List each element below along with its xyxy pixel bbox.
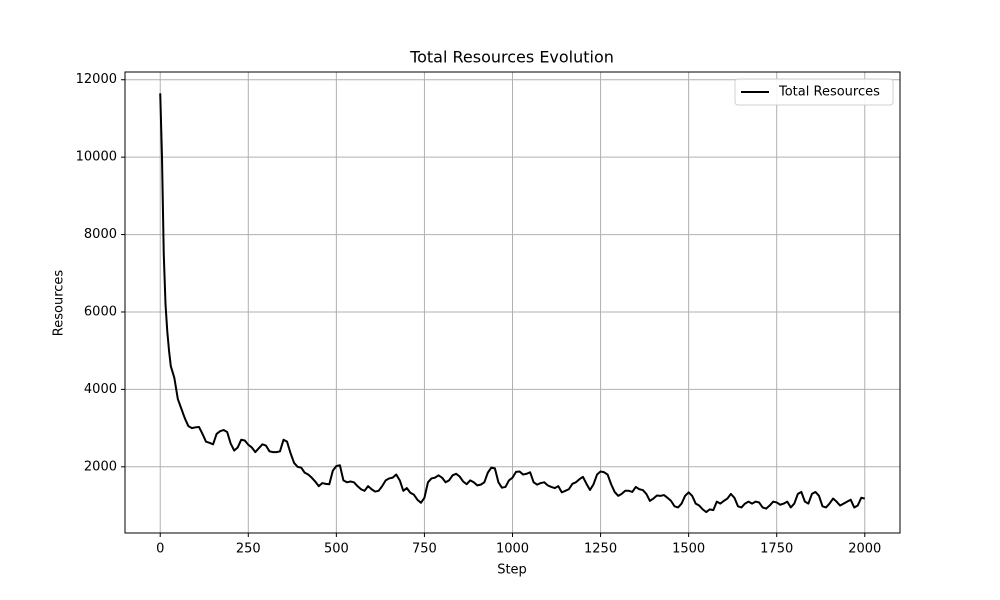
y-tick-label: 10000 xyxy=(76,150,117,165)
y-tick-label: 8000 xyxy=(84,227,117,242)
y-tick-label: 6000 xyxy=(84,304,117,319)
x-tick-label: 2000 xyxy=(848,542,881,557)
x-axis-label: Step xyxy=(497,563,527,578)
y-tick-label: 2000 xyxy=(84,459,117,474)
x-tick-label: 0 xyxy=(156,542,164,557)
x-tick-label: 1750 xyxy=(760,542,793,557)
legend-label: Total Resources xyxy=(778,85,880,100)
x-tick-label: 750 xyxy=(412,542,437,557)
plot-frame xyxy=(124,71,901,534)
legend-box xyxy=(734,78,894,106)
x-tick-label: 500 xyxy=(324,542,349,557)
x-tick-label: 1500 xyxy=(672,542,705,557)
data-line xyxy=(159,93,865,514)
x-tick-label: 250 xyxy=(236,542,261,557)
y-axis-label: Resources xyxy=(52,270,67,337)
x-tick-label: 1250 xyxy=(584,542,617,557)
x-tick-label: 1000 xyxy=(496,542,529,557)
y-tick-label: 4000 xyxy=(84,382,117,397)
y-tick-label: 12000 xyxy=(76,72,117,87)
chart-title: Total Resources Evolution xyxy=(409,48,614,67)
